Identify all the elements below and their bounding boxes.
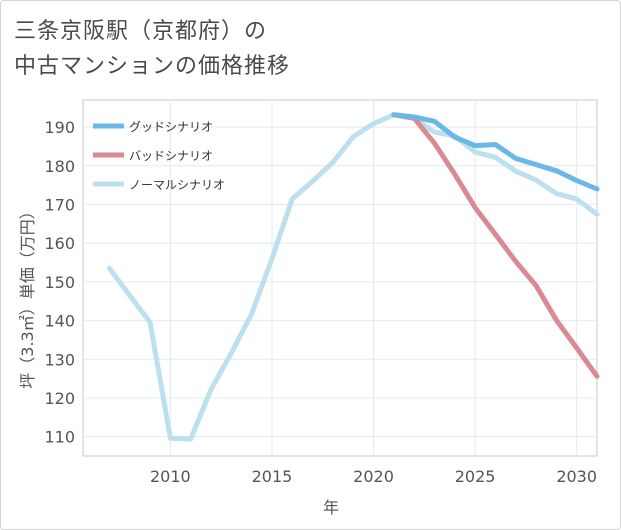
y-tick-label: 160	[44, 234, 75, 253]
x-tick-label: 2010	[150, 467, 191, 486]
x-tick-labels: 2010 2015 2020 2025 2030	[150, 467, 597, 486]
y-tick-label: 140	[44, 312, 75, 331]
y-tick-label: 130	[44, 350, 75, 369]
legend-label: グッドシナリオ	[129, 120, 213, 134]
x-tick-label: 2030	[556, 467, 597, 486]
chart-title-line1: 三条京阪駅（京都府）の	[14, 19, 268, 44]
series-lines	[106, 112, 600, 442]
y-tick-label: 190	[44, 118, 75, 137]
x-axis-label: 年	[323, 498, 339, 517]
legend-label: バッドシナリオ	[129, 149, 213, 163]
series-line-2	[106, 112, 600, 442]
y-tick-label: 150	[44, 273, 75, 292]
series-line-1	[391, 112, 600, 379]
x-tick-label: 2020	[353, 467, 394, 486]
y-tick-label: 170	[44, 195, 75, 214]
plot-area	[82, 99, 598, 457]
chart-title-line2: 中古マンションの価格推移	[14, 54, 291, 79]
y-tick-label: 120	[44, 389, 75, 408]
x-tick-label: 2015	[252, 467, 293, 486]
legend-label: ノーマルシナリオ	[129, 178, 225, 192]
chart-title: 三条京阪駅（京都府）の 中古マンションの価格推移	[14, 14, 534, 84]
y-tick-label: 110	[44, 428, 75, 447]
y-tick-labels: 110 120 130 140 150 160 170 180 190	[44, 118, 75, 447]
grid-lines	[83, 100, 597, 456]
series-line-0	[391, 112, 600, 192]
y-tick-label: 180	[44, 157, 75, 176]
x-tick-label: 2025	[455, 467, 496, 486]
y-axis-label: 坪（3.3㎡）単価（万円）	[18, 203, 37, 388]
